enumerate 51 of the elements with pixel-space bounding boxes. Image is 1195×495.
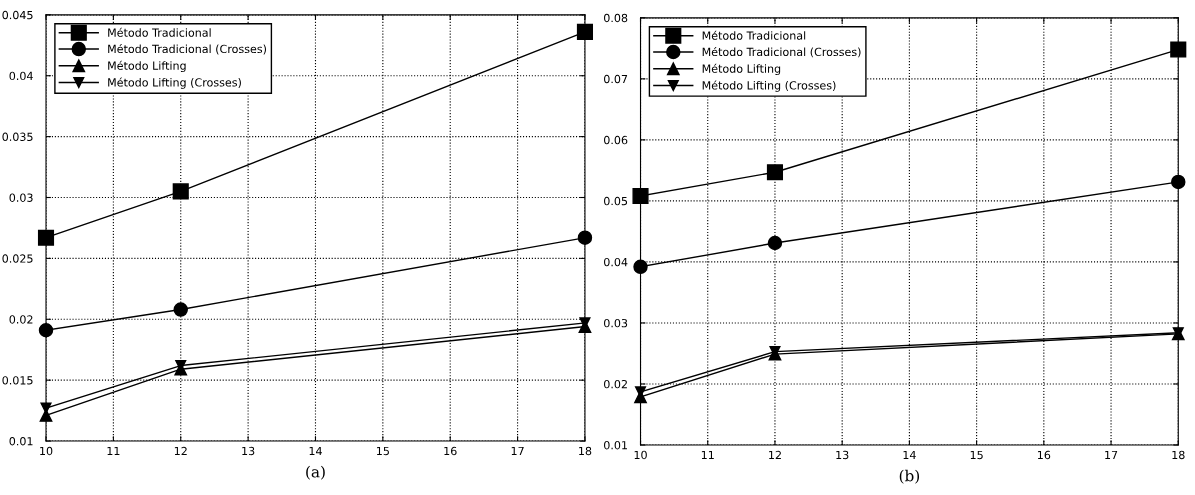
legend-label: Método Lifting (Crosses) xyxy=(702,80,836,92)
x-axis-title: (a) xyxy=(306,465,325,480)
y-tick-label: 0.03 xyxy=(604,318,628,328)
legend-label: Método Lifting xyxy=(702,63,781,75)
y-tick-label: 0.015 xyxy=(2,376,33,385)
x-tick-label: 13 xyxy=(836,450,849,460)
x-tick-label: 12 xyxy=(174,446,187,456)
x-tick-label: 17 xyxy=(511,446,524,456)
x-tick-label: 10 xyxy=(634,450,647,460)
x-tick-label: 16 xyxy=(444,446,457,456)
x-tick-label: 11 xyxy=(107,446,120,456)
x-tick-label: 14 xyxy=(903,450,916,459)
legend-label: Método Lifting xyxy=(108,60,186,72)
legend-label: Método Tradicional (Crosses) xyxy=(702,47,861,58)
point xyxy=(633,259,648,275)
y-tick-label: 0.04 xyxy=(9,71,33,81)
y-tick-label: 0.02 xyxy=(9,315,33,324)
point xyxy=(173,302,188,317)
y-tick-label: 0.01 xyxy=(9,437,33,446)
x-tick-label: 18 xyxy=(1172,450,1185,460)
x-tick-label: 18 xyxy=(579,446,592,456)
legend-label: Método Tradicional xyxy=(108,27,211,37)
y-tick-label: 0.08 xyxy=(604,13,628,23)
point xyxy=(766,164,784,181)
y-tick-label: 0.03 xyxy=(9,193,33,202)
x-tick-label: 16 xyxy=(1037,450,1051,460)
y-tick-label: 0.045 xyxy=(2,10,33,20)
point xyxy=(172,183,189,200)
y-tick-label: 0.01 xyxy=(604,440,627,450)
y-tick-label: 0.06 xyxy=(604,135,628,145)
legend-label: Método Lifting (Crosses) xyxy=(108,77,241,89)
y-tick-label: 0.025 xyxy=(2,254,33,263)
x-tick-label: 14 xyxy=(309,446,322,456)
y-tick-label: 0.07 xyxy=(604,74,628,84)
x-tick-label: 15 xyxy=(970,450,983,460)
point xyxy=(767,235,783,251)
legend-label: Método Tradicional (Crosses) xyxy=(108,44,266,55)
y-tick-label: 0.04 xyxy=(604,257,628,267)
legend-label: Método Tradicional xyxy=(702,30,806,40)
y-tick-label: 0.035 xyxy=(2,132,33,141)
y-tick-label: 0.05 xyxy=(604,196,628,206)
x-tick-label: 12 xyxy=(769,450,781,459)
x-tick-label: 17 xyxy=(1105,450,1118,459)
x-tick-label: 10 xyxy=(40,446,53,456)
x-axis-title: (b) xyxy=(899,469,920,484)
point xyxy=(632,187,649,205)
x-tick-label: 15 xyxy=(377,446,389,456)
y-tick-label: 0.02 xyxy=(604,379,627,389)
x-tick-label: 11 xyxy=(701,450,714,459)
x-tick-label: 13 xyxy=(242,446,255,456)
point xyxy=(1170,41,1187,58)
